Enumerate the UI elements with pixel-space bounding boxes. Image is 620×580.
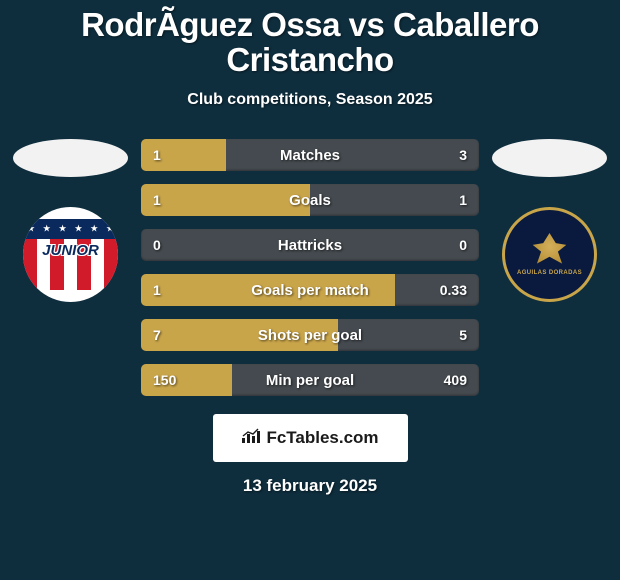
bar-label: Hattricks	[141, 237, 479, 254]
stat-bars: 1Matches31Goals10Hattricks01Goals per ma…	[133, 139, 487, 396]
club-crest-right: AGUILAS DORADAS	[502, 207, 597, 302]
bar-label: Matches	[141, 147, 479, 164]
star-icon: ★	[91, 225, 98, 234]
bar-label: Goals per match	[141, 282, 479, 299]
stat-bar-row: 150Min per goal409	[141, 364, 479, 396]
bar-value-right: 5	[459, 327, 467, 343]
star-icon: ★	[75, 225, 82, 234]
bar-value-right: 0.33	[440, 282, 467, 298]
club-crest-left: ★ ★ ★ ★ ★ ★ JUNIOR	[23, 207, 118, 302]
bar-label: Goals	[141, 192, 479, 209]
stat-bar-row: 1Matches3	[141, 139, 479, 171]
stat-bar-row: 0Hattricks0	[141, 229, 479, 261]
left-side: ★ ★ ★ ★ ★ ★ JUNIOR	[8, 139, 133, 302]
player-right-photo	[492, 139, 607, 177]
right-side: AGUILAS DORADAS	[487, 139, 612, 302]
bar-label: Shots per goal	[141, 327, 479, 344]
star-icon: ★	[106, 225, 113, 234]
eagle-icon	[529, 233, 571, 267]
star-icon: ★	[43, 225, 50, 234]
comparison-infographic: RodrÃ­guez Ossa vs Caballero Cristancho …	[0, 0, 620, 580]
page-title: RodrÃ­guez Ossa vs Caballero Cristancho	[0, 8, 620, 77]
crest-right-label: AGUILAS DORADAS	[517, 270, 582, 277]
crest-left-starband: ★ ★ ★ ★ ★ ★	[23, 219, 118, 239]
footer-brand-badge: FcTables.com	[213, 414, 408, 462]
content-row: ★ ★ ★ ★ ★ ★ JUNIOR 1Matches31Goals10Hatt…	[0, 139, 620, 396]
player-left-photo	[13, 139, 128, 177]
stat-bar-row: 1Goals1	[141, 184, 479, 216]
stat-bar-row: 1Goals per match0.33	[141, 274, 479, 306]
footer-brand-text: FcTables.com	[266, 428, 378, 448]
chart-icon	[241, 428, 261, 449]
bar-value-right: 1	[459, 192, 467, 208]
crest-left-label: JUNIOR	[23, 243, 118, 260]
star-icon: ★	[59, 225, 66, 234]
bar-label: Min per goal	[141, 372, 479, 389]
subtitle: Club competitions, Season 2025	[0, 91, 620, 109]
bar-value-right: 409	[444, 372, 467, 388]
bar-value-right: 3	[459, 147, 467, 163]
bar-value-right: 0	[459, 237, 467, 253]
date-label: 13 february 2025	[0, 476, 620, 496]
stat-bar-row: 7Shots per goal5	[141, 319, 479, 351]
star-icon: ★	[27, 225, 34, 234]
